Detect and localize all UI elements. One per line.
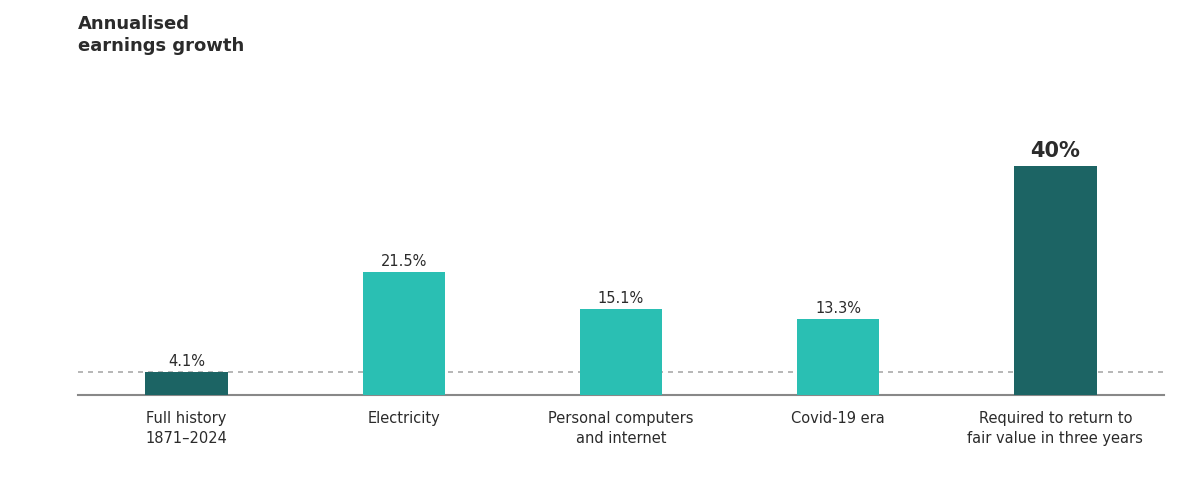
Bar [580, 309, 662, 395]
Bar [362, 272, 445, 395]
Text: 40%: 40% [1031, 141, 1080, 162]
Text: 13.3%: 13.3% [815, 301, 862, 316]
Text: 21.5%: 21.5% [380, 254, 427, 269]
Text: Annualised
earnings growth: Annualised earnings growth [78, 15, 245, 55]
Bar [797, 319, 880, 395]
Text: 4.1%: 4.1% [168, 354, 205, 369]
Bar [1014, 166, 1097, 395]
Text: 15.1%: 15.1% [598, 291, 644, 306]
Bar [145, 371, 228, 395]
